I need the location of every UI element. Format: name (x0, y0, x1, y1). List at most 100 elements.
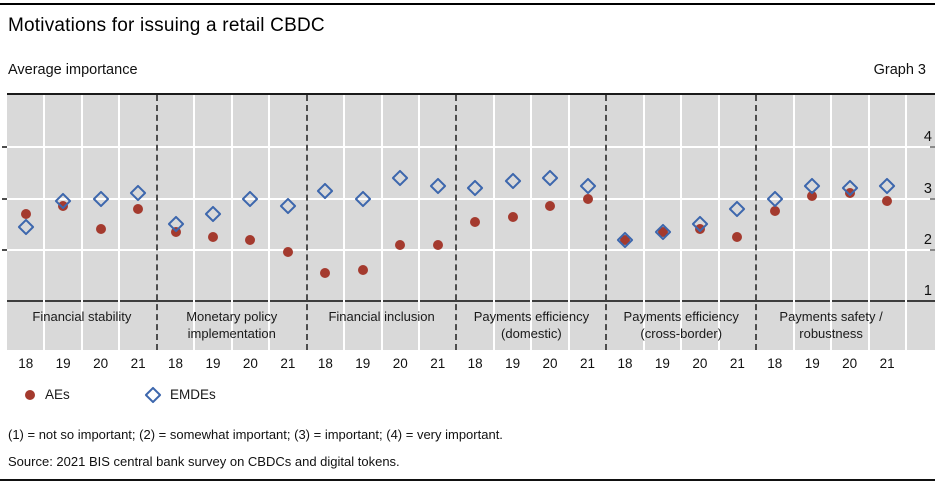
year-label: 21 (280, 356, 296, 371)
year-label: 20 (692, 356, 708, 371)
chart-title: Motivations for issuing a retail CBDC (8, 15, 325, 36)
data-point-emdes (54, 192, 72, 210)
section-label-text: Payments efficiency (cross-border) (623, 309, 739, 341)
gridline-horizontal (7, 248, 935, 251)
data-point-emdes (204, 205, 222, 223)
gridline-vertical (830, 95, 833, 350)
year-label: 18 (467, 356, 483, 371)
data-point-aes (657, 226, 668, 237)
data-point-emdes (803, 177, 821, 195)
data-point-aes (807, 191, 818, 202)
year-label: 20 (242, 356, 258, 371)
data-point-aes (395, 239, 406, 250)
data-point-emdes (391, 169, 409, 187)
data-point-aes (245, 234, 256, 245)
data-point-emdes (241, 190, 259, 208)
data-point-emdes (92, 190, 110, 208)
gridline-vertical (567, 95, 570, 350)
source-note: Source: 2021 BIS central bank survey on … (8, 454, 400, 469)
y-axis-tick (930, 197, 935, 200)
data-point-aes (769, 206, 780, 217)
gridline-vertical (43, 95, 46, 350)
data-point-emdes (541, 169, 559, 187)
gridline-vertical (530, 95, 533, 350)
gridline-vertical (867, 95, 870, 350)
data-point-aes (732, 232, 743, 243)
y-axis-tick (930, 248, 935, 251)
data-point-aes (844, 188, 855, 199)
data-point-emdes (728, 200, 746, 218)
section-label-text: Payments safety / robustness (779, 309, 883, 341)
section-label: Monetary policy implementation (157, 308, 307, 350)
section-separator (755, 95, 758, 350)
y-axis-tick (2, 197, 7, 200)
gridline-vertical (418, 95, 421, 350)
data-point-emdes (841, 179, 859, 197)
x-axis-year-labels: 18 19 20 21 18 19 20 21 18 19 20 21 18 19 20 21 18 19 20 21… (7, 352, 906, 376)
data-point-emdes (466, 179, 484, 197)
gridline-horizontal (7, 197, 935, 200)
data-point-aes (20, 209, 31, 220)
y-axis-tick (2, 248, 7, 251)
section-label-text: Payments efficiency (domestic) (473, 309, 590, 341)
year-group: 18 19 20 21 (606, 352, 756, 376)
gridline-vertical (268, 95, 271, 350)
data-point-aes (507, 211, 518, 222)
data-point-aes (470, 216, 481, 227)
year-label: 20 (392, 356, 408, 371)
data-point-aes (208, 232, 219, 243)
section-label: Payments efficiency (cross-border) (606, 308, 756, 350)
data-point-emdes (878, 177, 896, 195)
data-point-aes (694, 224, 705, 235)
y-axis-tick-label: 4 (923, 129, 932, 146)
year-label: 20 (842, 356, 858, 371)
data-point-emdes (354, 190, 372, 208)
section-label: Financial stability (7, 308, 157, 350)
section-label-text: Financial stability (32, 309, 132, 324)
section-label: Payments efficiency (domestic) (456, 308, 606, 350)
gridline-vertical (904, 95, 907, 350)
year-label: 19 (55, 356, 71, 371)
year-label: 21 (430, 356, 446, 371)
data-point-aes (282, 247, 293, 258)
bottom-rule (0, 479, 935, 481)
x-axis-line (7, 300, 935, 303)
data-point-aes (582, 193, 593, 204)
y-axis-tick (2, 146, 7, 149)
year-label: 18 (18, 356, 34, 371)
data-point-emdes (579, 177, 597, 195)
year-group: 18 19 20 21 (307, 352, 457, 376)
data-point-emdes (167, 215, 185, 233)
year-label: 20 (542, 356, 558, 371)
section-label: Financial inclusion (307, 308, 457, 350)
data-point-aes (545, 201, 556, 212)
year-label: 18 (767, 356, 783, 371)
year-label: 18 (317, 356, 333, 371)
year-label: 21 (580, 356, 596, 371)
data-point-emdes (17, 218, 35, 236)
gridline-vertical (118, 95, 121, 350)
year-label: 21 (130, 356, 146, 371)
data-point-aes (170, 226, 181, 237)
section-separator (455, 95, 458, 350)
gridline-horizontal (7, 146, 935, 149)
subtitle-row: Average importance Graph 3 (8, 62, 926, 78)
legend-item-emdes: EMDEs (144, 386, 216, 403)
gridline-vertical (642, 95, 645, 350)
data-point-aes (432, 239, 443, 250)
data-point-aes (320, 268, 331, 278)
section-label: Payments safety / robustness (756, 308, 906, 350)
year-group: 18 19 20 21 (7, 352, 157, 376)
gridline-vertical (343, 95, 346, 350)
legend-item-aes: AEs (25, 387, 70, 402)
data-point-emdes (766, 190, 784, 208)
data-point-aes (620, 234, 631, 245)
gridline-vertical (380, 95, 383, 350)
section-separator (605, 95, 608, 350)
aes-circle-icon (25, 389, 35, 400)
data-point-aes (882, 196, 893, 207)
gridline-vertical (230, 95, 233, 350)
year-label: 20 (93, 356, 109, 371)
year-label: 19 (505, 356, 521, 371)
